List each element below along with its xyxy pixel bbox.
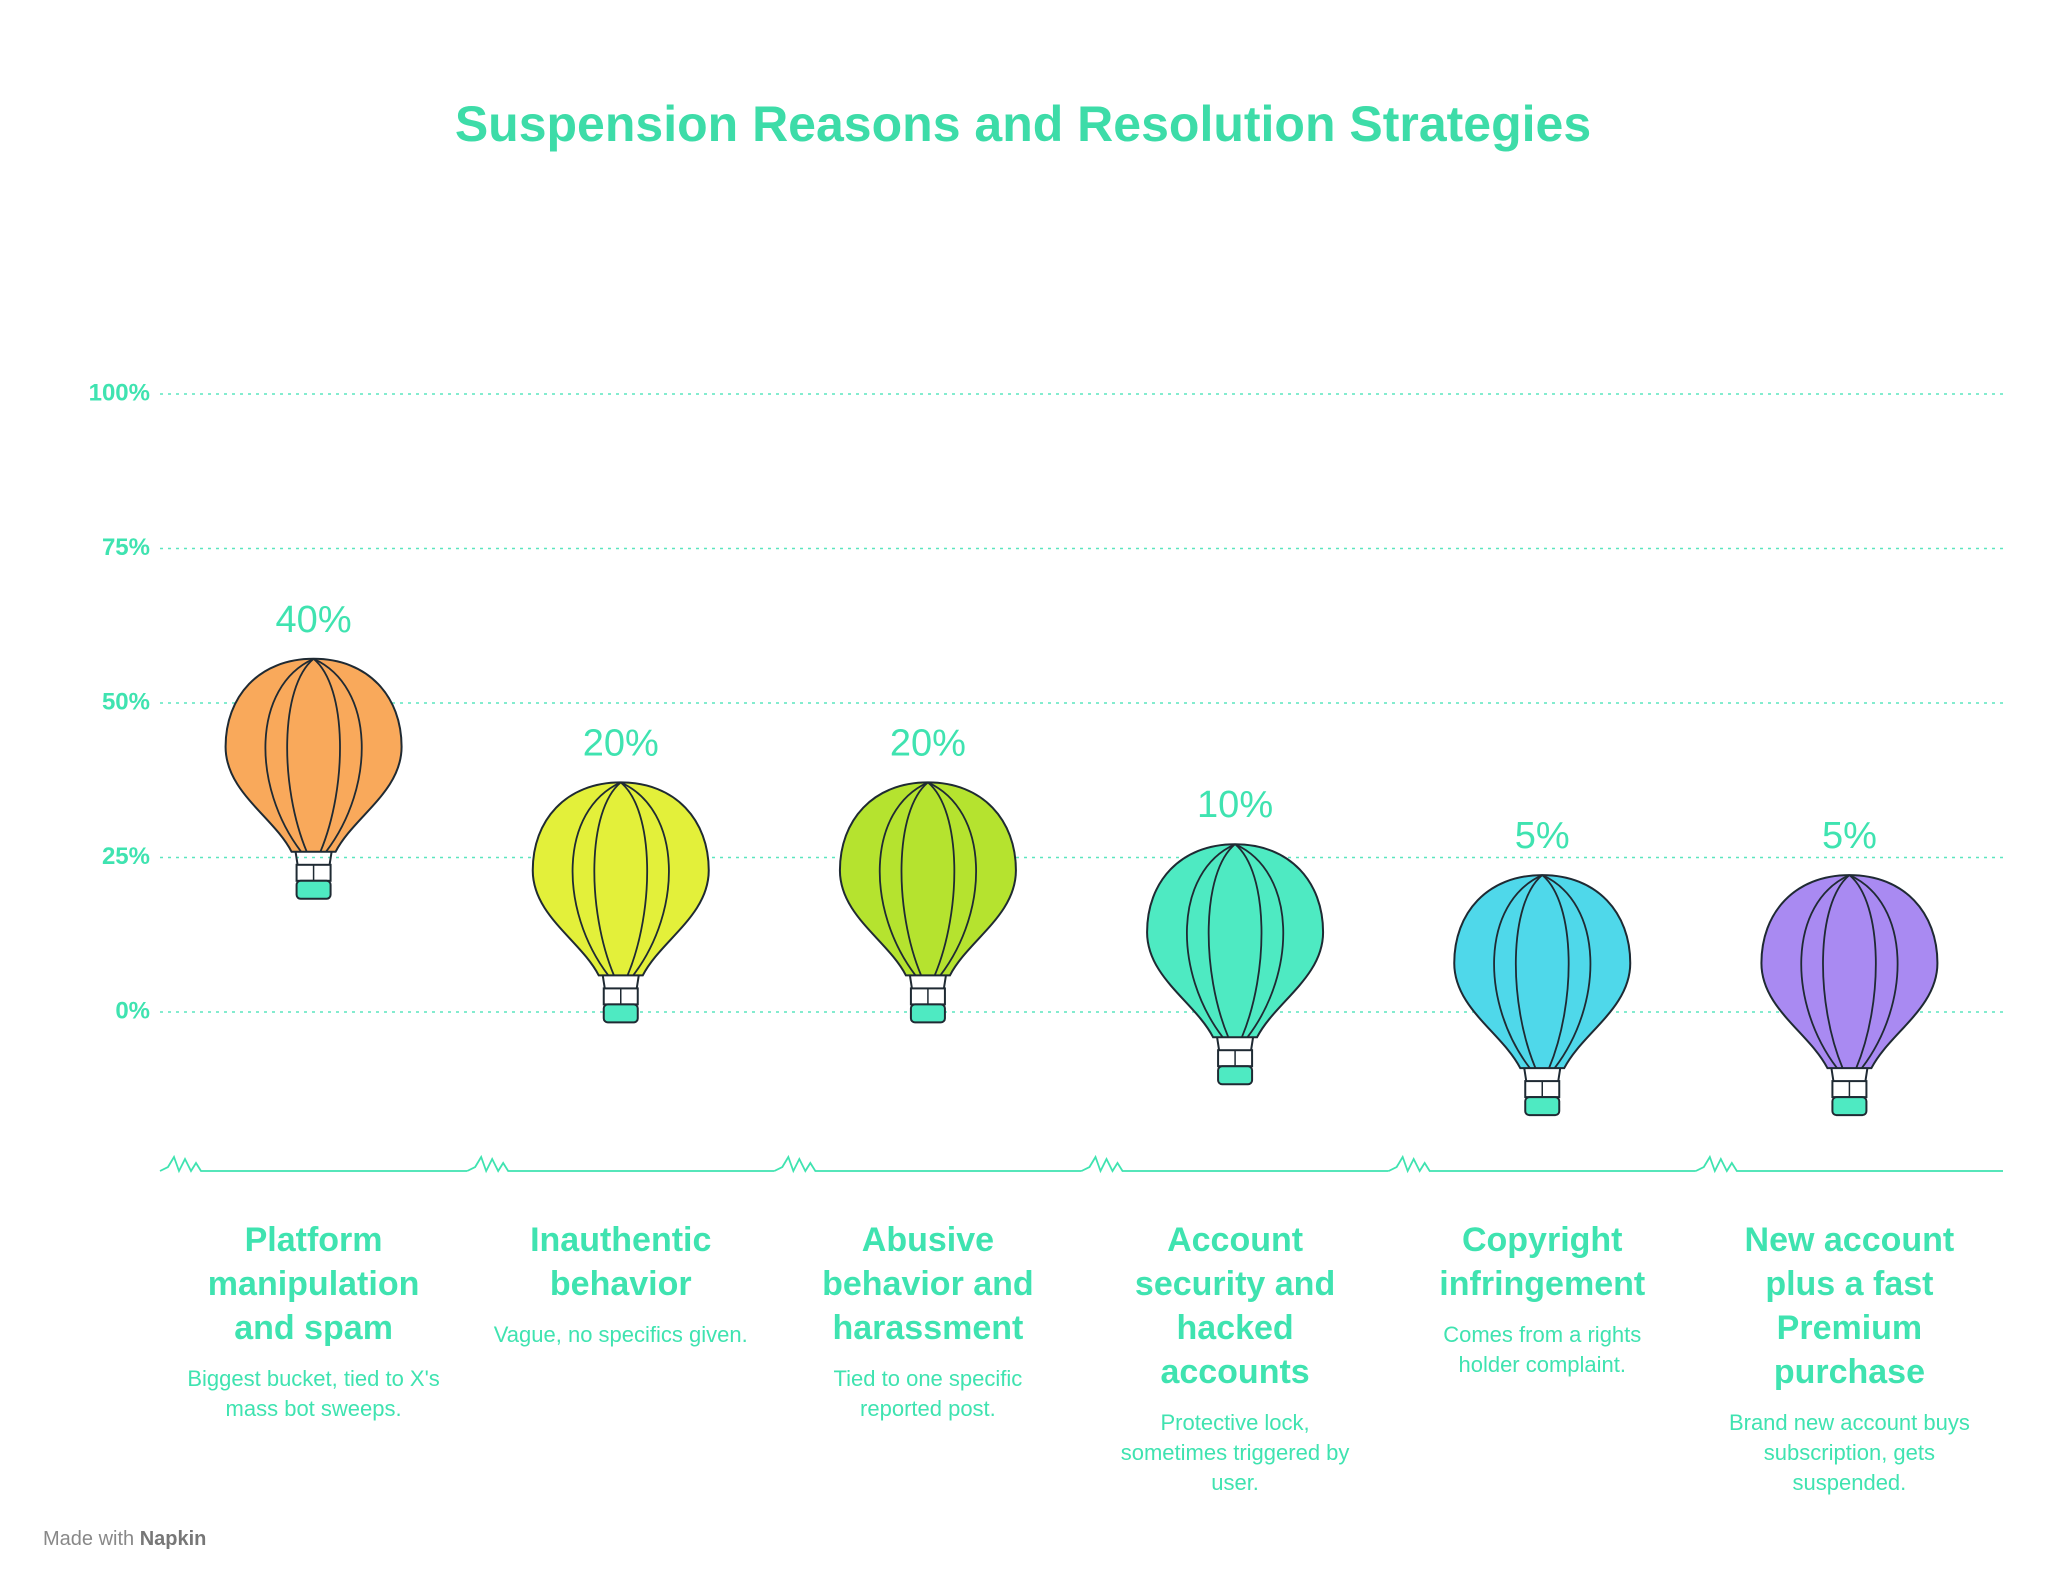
ground <box>1081 1154 1389 1174</box>
value-label: 40% <box>276 599 352 641</box>
category-label: Inauthentic behavior <box>530 1221 712 1303</box>
y-tick-label: 50% <box>102 688 150 715</box>
rope <box>1250 1037 1255 1051</box>
balloon-gore <box>1541 874 1592 1069</box>
balloon-gore <box>1541 874 1570 1069</box>
category-label: Platform manipulation and spam <box>207 1221 420 1347</box>
rope <box>1557 1067 1562 1082</box>
footer: Made with Napkin <box>43 1528 206 1551</box>
balloon-gore <box>1186 843 1236 1038</box>
balloon-gore <box>927 781 956 976</box>
rope <box>328 851 333 865</box>
balloon <box>224 657 403 900</box>
rope <box>294 851 299 865</box>
chart-title: Suspension Reasons and Resolution Strate… <box>455 96 1591 152</box>
balloon-envelope <box>1146 843 1325 1039</box>
rope <box>1830 1067 1835 1082</box>
ground <box>466 1154 775 1174</box>
rope <box>601 975 606 989</box>
balloon-gore <box>878 781 929 976</box>
rope <box>635 975 640 989</box>
balloon-gore <box>927 781 977 976</box>
balloon <box>1760 874 1939 1117</box>
basket <box>1524 1096 1561 1117</box>
ground <box>1388 1154 1696 1174</box>
balloon-envelope <box>838 781 1017 977</box>
category-label: Copyright infringement <box>1439 1221 1646 1303</box>
balloon <box>1146 843 1325 1086</box>
value-label: 20% <box>583 722 659 764</box>
value-label: 5% <box>1822 815 1877 857</box>
category-description: Comes from a rights holder complaint. <box>1443 1322 1642 1377</box>
basket <box>1217 1065 1254 1086</box>
balloon-gore <box>1207 843 1236 1038</box>
balloon-gore <box>1234 843 1263 1038</box>
balloon-gore <box>313 657 363 853</box>
value-label: 20% <box>890 722 966 764</box>
balloon-gore <box>264 657 314 853</box>
value-label: 10% <box>1197 784 1273 826</box>
balloon-gore <box>620 781 649 976</box>
category-label: Account security and hacked accounts <box>1134 1221 1336 1391</box>
category-label: New account plus a fast Premium purchase <box>1744 1221 1955 1391</box>
footer-brand: Napkin <box>139 1528 207 1550</box>
rope <box>908 975 913 989</box>
category-description: Vague, no specifics given. <box>493 1322 748 1347</box>
balloon-gore <box>1848 874 1877 1069</box>
y-tick-label: 25% <box>102 843 150 870</box>
y-tick-label: 100% <box>89 379 150 406</box>
category-description: Biggest bucket, tied to X's mass bot swe… <box>187 1366 440 1421</box>
y-tick-label: 75% <box>102 534 150 561</box>
balloon-gore <box>1849 874 1899 1069</box>
balloon-envelope <box>531 781 710 977</box>
category-description: Protective lock, sometimes triggered by … <box>1120 1410 1350 1495</box>
ground <box>1695 1154 2003 1174</box>
category-label: Abusive behavior and harassment <box>822 1221 1034 1347</box>
category-description: Tied to one specific reported post. <box>833 1366 1023 1421</box>
balloon-envelope <box>224 657 403 853</box>
rope <box>1216 1037 1221 1051</box>
balloon-envelope <box>1760 874 1939 1070</box>
basket <box>909 1003 946 1024</box>
balloon <box>531 781 710 1024</box>
balloon-gore <box>1234 843 1285 1038</box>
category-description: Brand new account buys subscription, get… <box>1728 1410 1970 1495</box>
balloon-gore <box>900 781 929 976</box>
balloon-gore <box>313 658 341 853</box>
balloon-gore <box>1493 874 1543 1069</box>
basket <box>1831 1096 1868 1117</box>
balloon-gore <box>620 781 670 976</box>
balloon-envelope <box>1453 874 1632 1070</box>
rope <box>942 975 947 989</box>
rope <box>1864 1067 1869 1082</box>
balloon-gore <box>1514 874 1543 1069</box>
balloon-gore <box>1822 874 1850 1069</box>
rope <box>1523 1067 1528 1082</box>
basket <box>602 1003 639 1024</box>
balloon <box>838 781 1017 1024</box>
balloon-gore <box>571 781 622 976</box>
ground <box>773 1154 1082 1174</box>
balloon <box>1453 874 1632 1117</box>
balloon-gore <box>286 658 315 853</box>
basket <box>295 879 332 900</box>
ground <box>159 1154 468 1174</box>
y-tick-label: 0% <box>115 997 150 1024</box>
balloon-gore <box>593 781 622 976</box>
value-label: 5% <box>1515 815 1570 857</box>
balloon-gore <box>1800 874 1850 1069</box>
footer-text: Made with <box>43 1528 135 1550</box>
